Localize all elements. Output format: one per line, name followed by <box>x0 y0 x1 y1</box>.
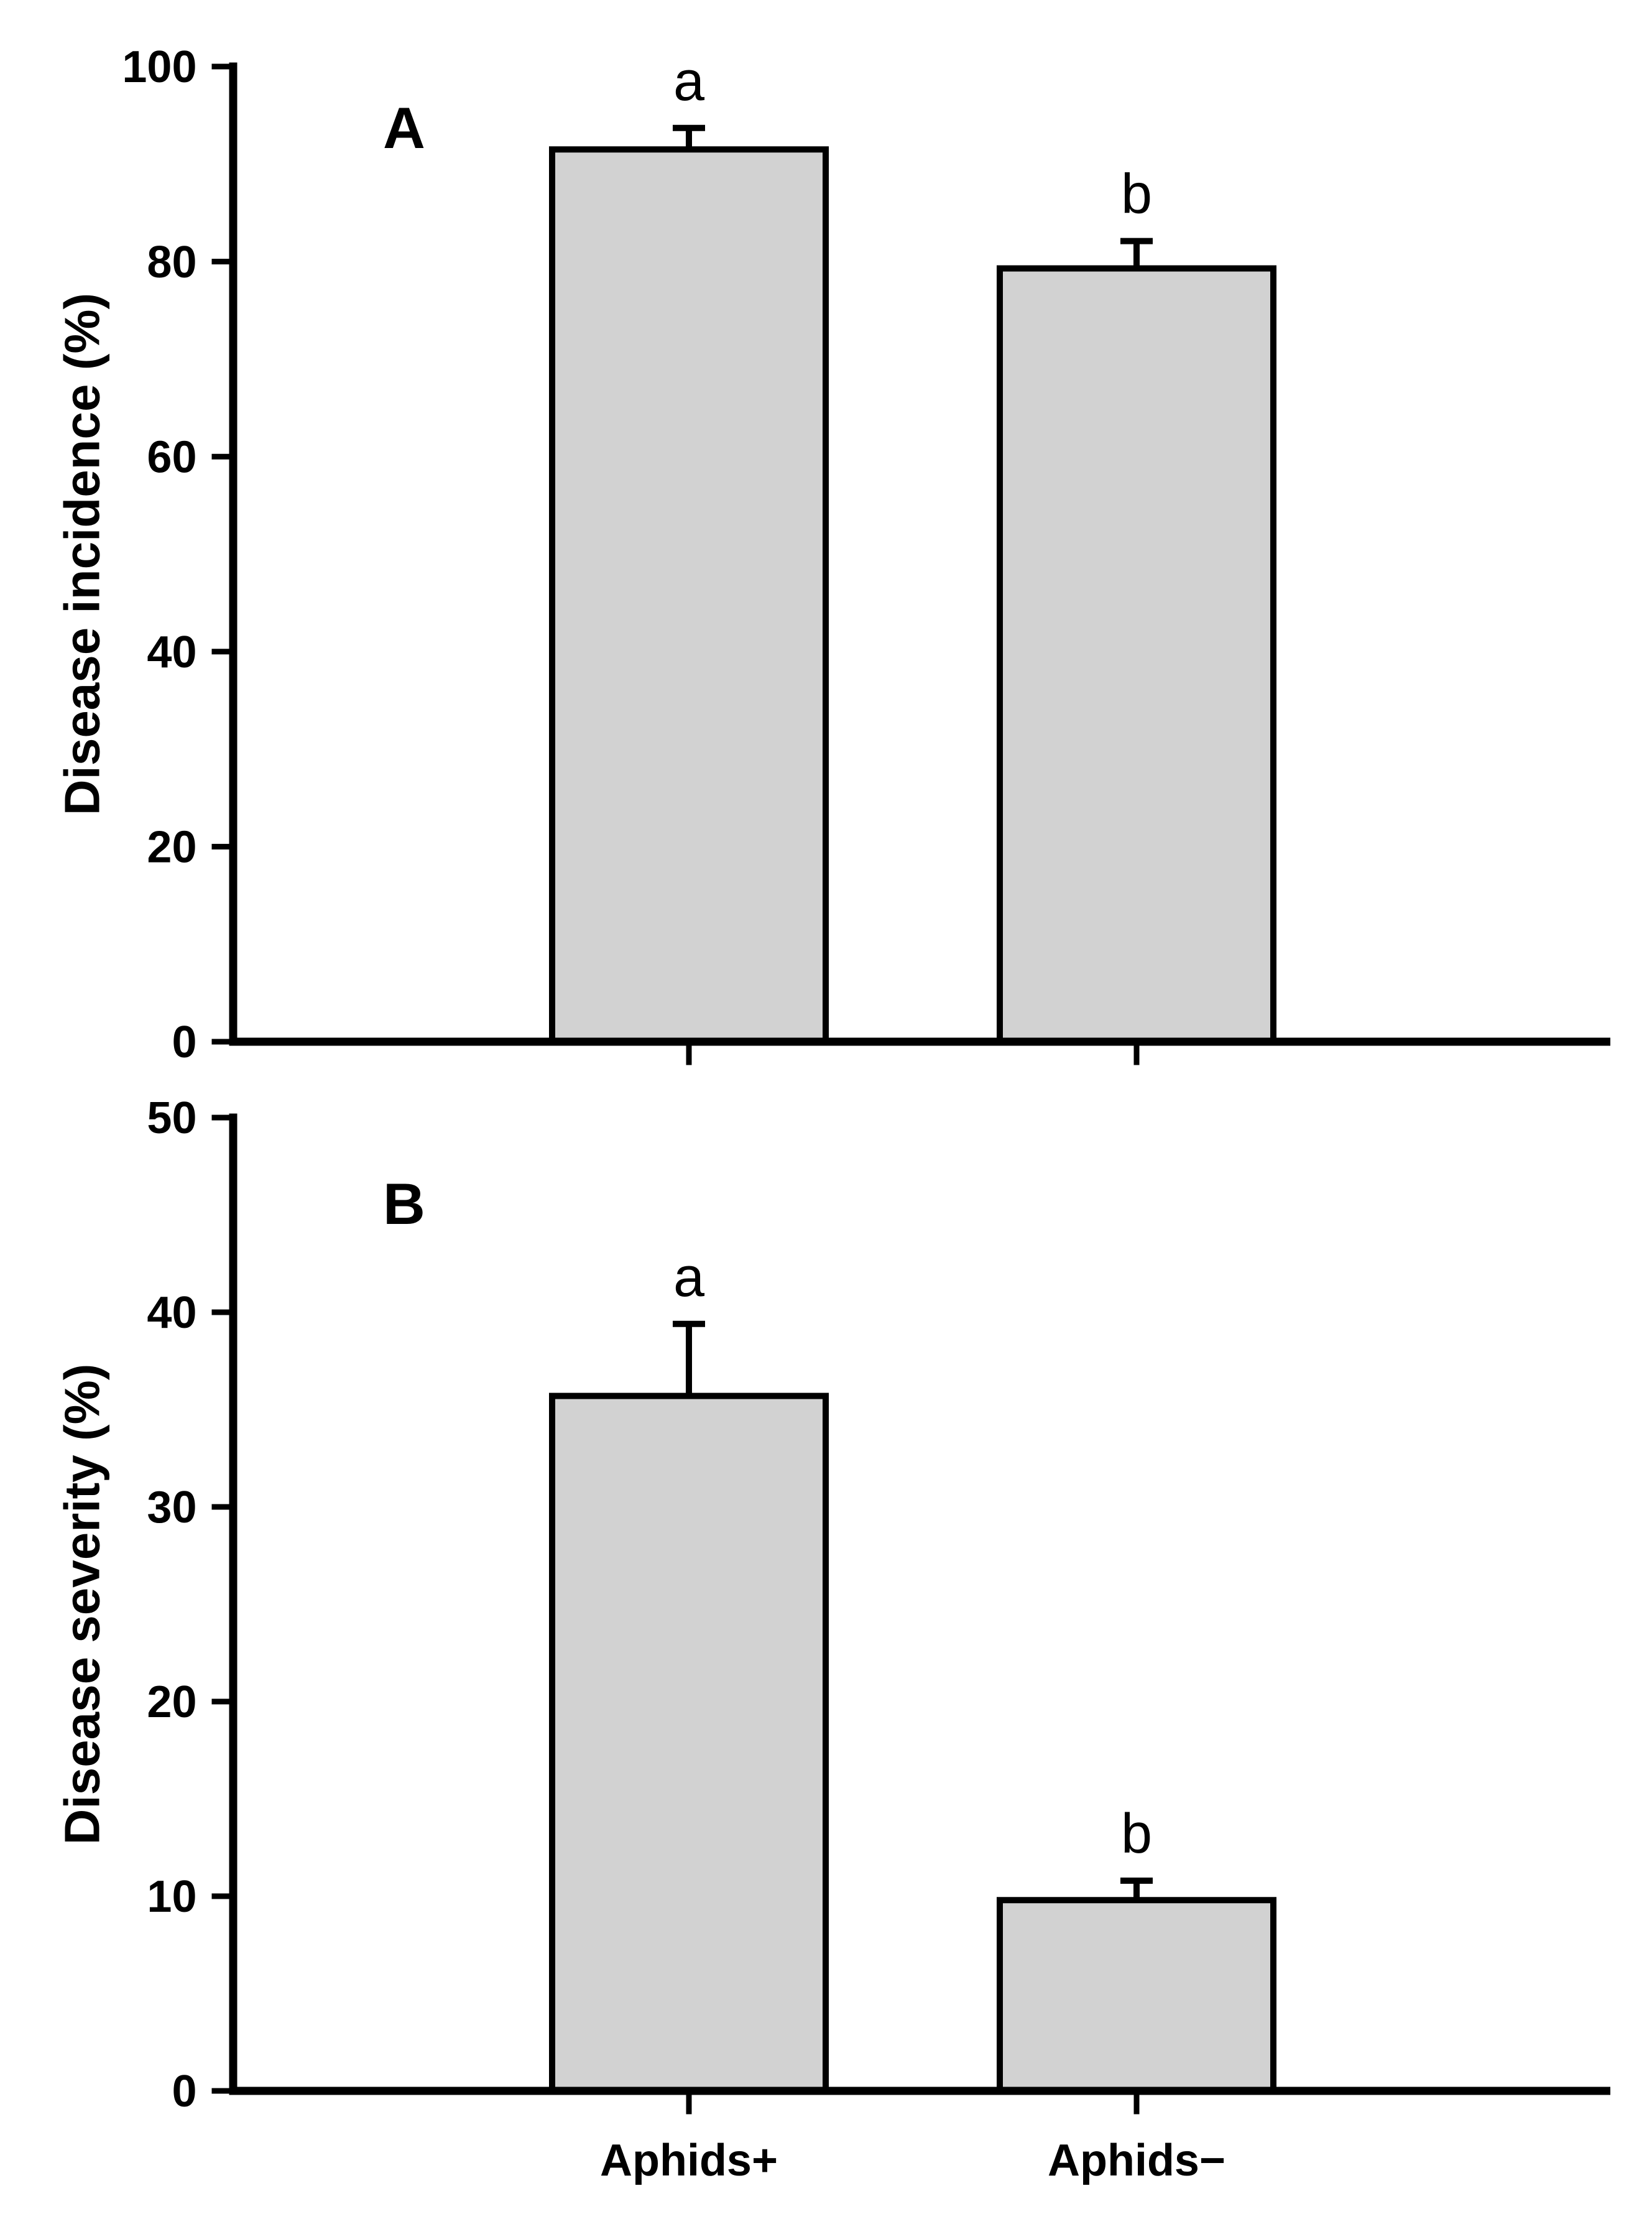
y-tick-label: 100 <box>122 42 196 92</box>
bar <box>549 146 829 1045</box>
y-tick-label: 40 <box>147 628 196 677</box>
category-label: Aphids+ <box>600 2136 778 2185</box>
y-tick-label: 20 <box>147 823 196 873</box>
category-label: Aphids− <box>1048 2136 1225 2185</box>
bar <box>549 1392 829 2095</box>
y-tick-label: 80 <box>147 238 196 287</box>
y-tick-label: 40 <box>147 1288 196 1338</box>
panel-A <box>211 62 1610 1065</box>
y-tick-label: 0 <box>172 2067 196 2116</box>
y-tick-label: 10 <box>147 1872 196 1922</box>
y-tick-label: 0 <box>172 1017 196 1067</box>
y-axis-title: Disease incidence (%) <box>55 293 110 815</box>
y-tick-label: 60 <box>147 432 196 482</box>
panel-letter: A <box>383 95 425 160</box>
significance-letter: a <box>673 50 705 113</box>
bar <box>997 1897 1276 2094</box>
y-tick-label: 30 <box>147 1483 196 1532</box>
y-tick-label: 20 <box>147 1677 196 1727</box>
y-axis-title: Disease severity (%) <box>55 1364 110 1845</box>
panel-letter: B <box>383 1171 425 1236</box>
significance-letter: b <box>1121 1803 1152 1865</box>
bar <box>997 265 1276 1045</box>
significance-letter: a <box>673 1246 705 1309</box>
panel-B <box>211 1113 1610 2115</box>
significance-letter: b <box>1121 164 1152 226</box>
y-tick-label: 50 <box>147 1093 196 1143</box>
